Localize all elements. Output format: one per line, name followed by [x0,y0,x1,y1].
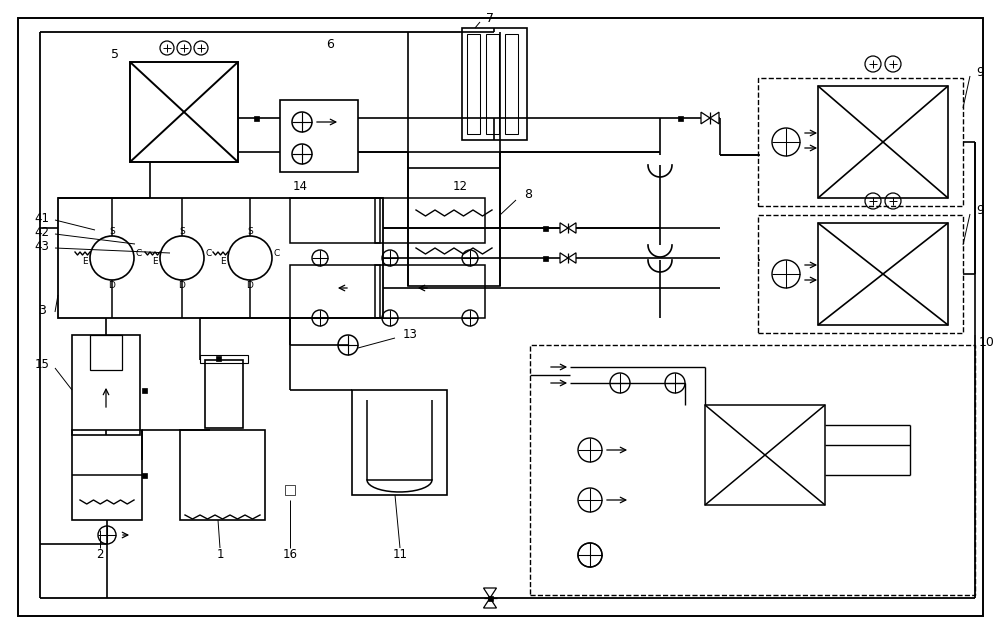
Polygon shape [701,112,710,124]
Bar [375,198,485,243]
Polygon shape [710,112,719,124]
Bar [818,223,948,325]
Bar [542,256,548,260]
Text: 7: 7 [486,11,494,25]
Bar [58,198,383,318]
Text: 14: 14 [292,180,308,193]
Bar [408,168,500,286]
Text: 5: 5 [111,49,119,62]
Bar [142,472,146,478]
Bar [72,335,140,435]
Bar [216,355,220,360]
Bar [290,265,380,318]
Text: 11: 11 [392,549,408,561]
Bar [200,355,248,363]
Text: E: E [152,258,158,266]
Text: 43: 43 [35,239,49,253]
Text: D: D [109,280,115,290]
Text: D: D [247,280,253,290]
Polygon shape [484,598,496,608]
Text: S: S [179,227,185,236]
Text: C: C [136,249,142,258]
Bar [678,115,682,120]
Bar [352,390,447,495]
Text: 10: 10 [979,336,995,348]
Polygon shape [568,253,576,263]
Bar [758,215,963,333]
Text: S: S [109,227,115,236]
Bar [205,360,243,428]
Polygon shape [560,223,568,233]
Text: 12: 12 [452,180,468,193]
Bar [142,387,146,392]
Bar [285,485,295,495]
Bar [505,34,518,134]
Bar [72,430,142,520]
Polygon shape [560,253,568,263]
Bar [467,34,480,134]
Text: 3: 3 [38,304,46,316]
Bar [254,115,258,120]
Text: S: S [247,227,253,236]
Text: 6: 6 [326,38,334,52]
Text: D: D [179,280,185,290]
Bar [486,34,499,134]
Bar [290,198,380,243]
Bar [542,226,548,231]
Bar [705,405,825,505]
Bar [180,430,265,520]
Bar [375,265,485,318]
Bar [818,86,948,198]
Text: E: E [82,258,88,266]
Bar [758,78,963,206]
Text: 41: 41 [34,212,50,224]
Bar [90,335,122,370]
Text: 1: 1 [216,549,224,561]
Text: 42: 42 [34,226,50,239]
Text: 8: 8 [524,188,532,202]
Polygon shape [484,588,496,598]
Text: 9: 9 [976,203,984,217]
Bar [530,345,975,595]
Bar [462,28,527,140]
Bar [488,595,492,600]
Bar [280,100,358,172]
Text: C: C [274,249,280,258]
Text: 9: 9 [976,66,984,79]
Bar [130,62,238,162]
Text: C: C [206,249,212,258]
Text: 15: 15 [35,358,49,372]
Text: 13: 13 [403,328,417,341]
Polygon shape [568,223,576,233]
Text: E: E [220,258,226,266]
Text: 16: 16 [283,549,298,561]
Text: 2: 2 [96,549,104,561]
